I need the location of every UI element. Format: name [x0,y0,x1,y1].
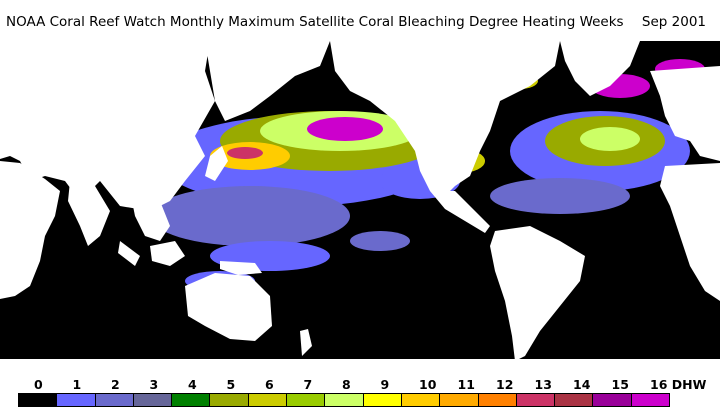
color-legend [18,393,670,407]
legend-label-15: 15 [611,377,629,392]
legend-swatch-7 [287,394,326,406]
legend-swatch-12 [478,394,517,406]
legend-swatch-8 [325,394,364,406]
legend-swatch-10 [401,394,441,406]
legend-label-7: 7 [303,377,313,392]
legend-label-13: 13 [534,377,552,392]
legend-swatch-6 [248,394,288,406]
legend-swatch-11 [440,394,479,406]
legend-swatch-1 [57,394,96,406]
world-map [0,41,720,371]
legend-swatch-16 [631,394,670,406]
heat-stress-patches [2,51,705,291]
legend-swatch-4 [172,394,211,406]
legend-label-16: 16 DHW [650,377,707,392]
legend-swatch-0 [19,394,58,406]
legend-label-3: 3 [149,377,159,392]
map-title: NOAA Coral Reef Watch Monthly Maximum Sa… [6,14,624,30]
legend-label-0: 0 [34,377,43,392]
legend-label-6: 6 [265,377,274,392]
legend-swatch-2 [95,394,134,406]
legend-label-2: 2 [111,377,120,392]
legend-swatch-5 [210,394,249,406]
legend-swatch-15 [593,394,632,406]
legend-label-14: 14 [573,377,591,392]
legend-label-9: 9 [380,377,390,392]
legend-swatch-3 [133,394,173,406]
legend-label-10: 10 [419,377,437,392]
legend-swatch-9 [363,394,402,406]
legend-label-1: 1 [72,377,82,392]
legend-label-4: 4 [188,377,197,392]
legend-swatch-13 [516,394,556,406]
map-date: Sep 2001 [641,14,706,30]
legend-labels: 0 1 2 3 4 5 6 7 8 9 10 11 12 13 14 15 16 DHW [18,377,718,393]
legend-label-11: 11 [457,377,475,392]
legend-label-8: 8 [342,377,351,392]
legend-label-12: 12 [496,377,514,392]
land-masses [0,41,720,371]
legend-swatch-14 [555,394,594,406]
legend-label-5: 5 [226,377,236,392]
